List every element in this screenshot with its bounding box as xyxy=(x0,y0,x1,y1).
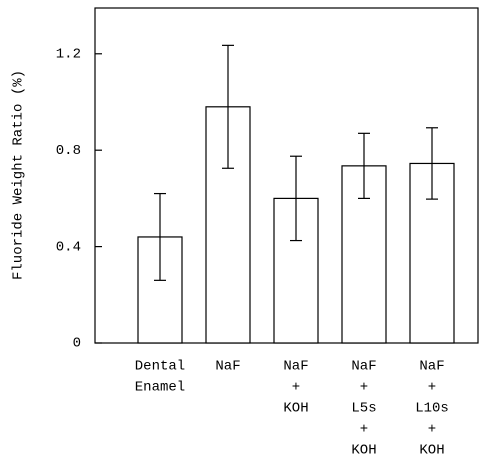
x-tick-label: KOH xyxy=(419,443,444,459)
error-bar xyxy=(426,127,438,200)
y-tick-label: 0.8 xyxy=(56,143,81,159)
x-tick-label: Enamel xyxy=(135,380,185,396)
x-tick-label: + xyxy=(360,422,368,438)
x-tick-label: L5s xyxy=(351,401,376,417)
error-bar xyxy=(222,44,234,169)
x-tick-label: NaF xyxy=(283,359,308,375)
y-tick-label: 0 xyxy=(73,336,81,352)
x-tick-label: + xyxy=(428,422,436,438)
x-tick-label: + xyxy=(360,380,368,396)
x-tick-label: KOH xyxy=(283,401,308,417)
x-tick-label: Dental xyxy=(135,359,185,375)
error-bar xyxy=(290,155,302,242)
x-tick-label: + xyxy=(428,380,436,396)
x-tick-label: + xyxy=(292,380,300,396)
y-tick-label: 1.2 xyxy=(56,46,81,62)
x-tick-label: NaF xyxy=(351,359,376,375)
x-tick-label: NaF xyxy=(419,359,444,375)
x-tick-label: L10s xyxy=(415,401,449,417)
y-axis-label: Fluoride Weight Ratio (%) xyxy=(11,70,27,280)
error-bar xyxy=(154,192,166,281)
x-tick-label: KOH xyxy=(351,443,376,459)
bar xyxy=(409,162,455,344)
error-bar xyxy=(358,132,370,199)
x-tick-label: NaF xyxy=(215,359,240,375)
y-tick-label: 0.4 xyxy=(56,239,81,255)
